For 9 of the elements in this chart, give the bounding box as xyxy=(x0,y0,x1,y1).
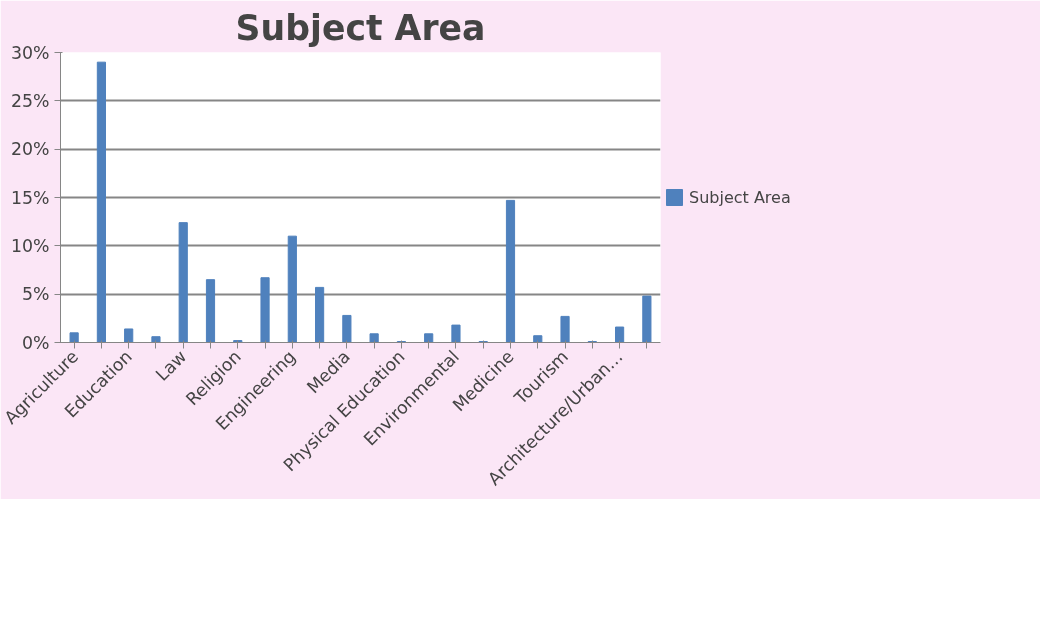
y-tick-label: 0% xyxy=(22,332,50,353)
chart-title: Subject Area xyxy=(235,7,486,48)
y-tick-label: 10% xyxy=(10,235,50,256)
y-tick-label: 20% xyxy=(10,139,50,160)
y-tick-label: 5% xyxy=(22,284,50,305)
y-tick-label: 15% xyxy=(10,187,50,208)
y-tick-label: 25% xyxy=(10,90,50,111)
legend-label: Subject Area xyxy=(689,187,791,207)
y-tick-label: 30% xyxy=(10,42,50,63)
